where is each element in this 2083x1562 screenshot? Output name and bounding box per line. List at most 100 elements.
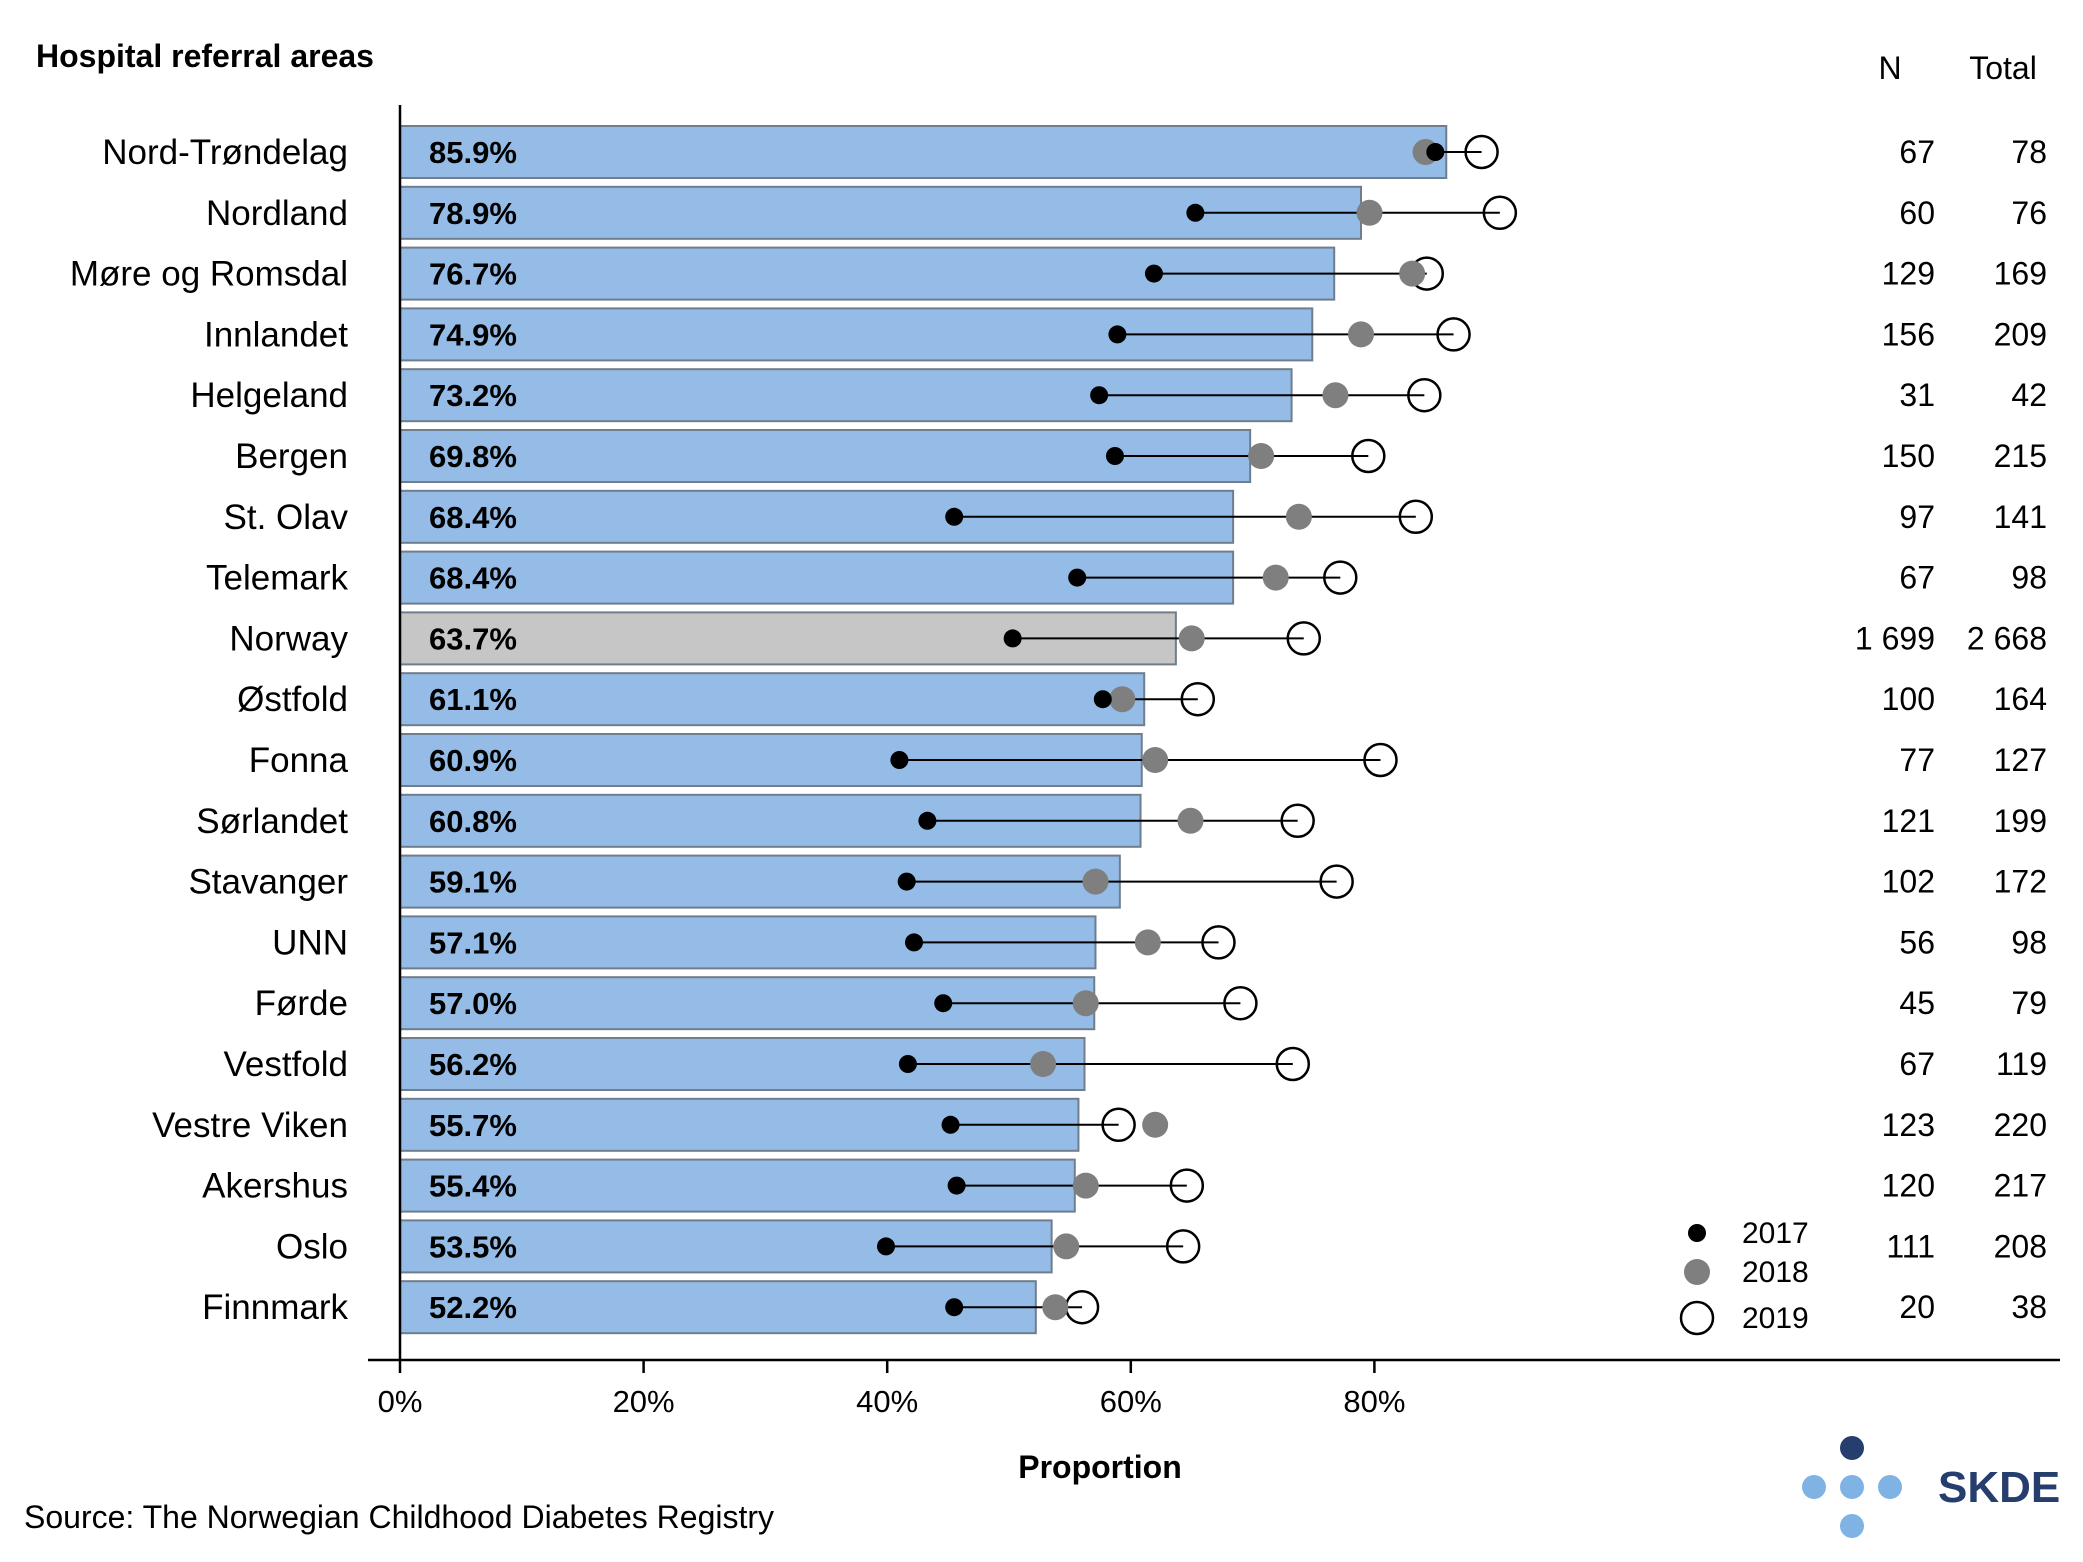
marker-2017 — [945, 1298, 964, 1317]
marker-2018 — [1053, 1233, 1080, 1260]
n-value: 56 — [1899, 924, 1935, 960]
marker-2018 — [1348, 321, 1375, 348]
n-value: 111 — [1886, 1228, 1935, 1264]
marker-2017 — [1108, 325, 1127, 344]
category-label: Stavanger — [188, 863, 348, 902]
total-value: 98 — [2011, 924, 2047, 960]
total-value: 164 — [1994, 681, 2047, 717]
bar-value-label: 76.7% — [429, 257, 517, 292]
bar-value-label: 55.4% — [429, 1169, 517, 1204]
n-value: 100 — [1882, 681, 1935, 717]
category-label: Vestre Viken — [152, 1106, 348, 1145]
legend-label-2018: 2018 — [1742, 1256, 1809, 1289]
x-tick-label: 80% — [1343, 1384, 1405, 1419]
marker-2019 — [1407, 377, 1442, 413]
category-label: Finnmark — [202, 1288, 348, 1327]
marker-2017 — [904, 933, 923, 952]
total-value: 78 — [2011, 134, 2047, 170]
bar-value-label: 52.2% — [429, 1290, 517, 1325]
marker-2017 — [897, 872, 916, 891]
marker-2018 — [1322, 382, 1349, 409]
logo-dot-left — [1802, 1475, 1826, 1499]
total-value: 208 — [1994, 1228, 2047, 1264]
bar-value-label: 60.9% — [429, 743, 517, 778]
marker-2017 — [1093, 690, 1112, 709]
marker-2019 — [1275, 1046, 1311, 1082]
category-label: Helgeland — [190, 376, 348, 415]
marker-2018 — [1042, 1294, 1069, 1321]
n-value: 121 — [1882, 803, 1935, 839]
marker-2017 — [1426, 143, 1445, 161]
marker-2019 — [1398, 499, 1434, 535]
category-label: Bergen — [235, 437, 348, 476]
bar-value-label: 68.4% — [429, 561, 517, 596]
bar-value-label: 56.2% — [429, 1047, 517, 1082]
marker-2018 — [1178, 625, 1205, 652]
bar-value-label: 59.1% — [429, 865, 517, 900]
total-value: 2 668 — [1967, 620, 2047, 656]
n-value: 67 — [1899, 1046, 1935, 1082]
marker-2019 — [1280, 803, 1315, 839]
bar — [399, 1280, 1037, 1335]
bar-value-label: 68.4% — [429, 500, 517, 535]
marker-2017 — [1105, 447, 1124, 465]
bar-value-label: 57.1% — [429, 925, 517, 960]
total-value: 169 — [1994, 256, 2047, 292]
marker-2019 — [1169, 1168, 1205, 1203]
category-label: Innlandet — [204, 315, 348, 354]
marker-2018 — [1134, 929, 1161, 956]
col-header-n: N — [1878, 50, 1901, 86]
col-header-total: Total — [1969, 50, 2037, 86]
marker-2019 — [1436, 317, 1471, 352]
marker-2017 — [898, 1055, 917, 1073]
n-value: 102 — [1882, 864, 1935, 900]
x-tick-label: 20% — [613, 1384, 675, 1419]
bar-value-label: 74.9% — [429, 317, 517, 352]
marker-2017 — [1068, 568, 1087, 587]
connector-lines-layer — [885, 151, 1500, 1309]
category-label: Nord-Trøndelag — [102, 133, 348, 172]
category-label: Norway — [229, 619, 348, 658]
skde-logo: SKDE — [1802, 1436, 2060, 1538]
category-label: Østfold — [237, 680, 348, 719]
legend-label-2017: 2017 — [1742, 1217, 1809, 1250]
category-label: Vestfold — [223, 1045, 348, 1084]
marker-2017 — [1186, 203, 1205, 222]
total-value: 217 — [1994, 1168, 2047, 1204]
marker-2017 — [941, 1115, 960, 1134]
marker-2018 — [1072, 1172, 1099, 1199]
bar-value-label: 60.8% — [429, 804, 517, 839]
total-value: 119 — [1996, 1046, 2047, 1082]
logo-dot-center — [1840, 1475, 1864, 1499]
legend-marker-2018 — [1684, 1259, 1710, 1285]
marker-2019 — [1201, 925, 1236, 960]
n-value: 150 — [1882, 438, 1935, 474]
year-dots-layer — [876, 134, 1518, 1325]
n-value: 1 699 — [1855, 620, 1935, 656]
n-value: 45 — [1899, 985, 1935, 1021]
marker-2019 — [1101, 1107, 1136, 1143]
x-tick-label: 0% — [378, 1384, 423, 1419]
n-value: 60 — [1899, 195, 1935, 231]
marker-2018 — [1072, 990, 1099, 1017]
n-value: 77 — [1899, 742, 1935, 778]
n-value: 67 — [1899, 560, 1935, 596]
category-label: Sørlandet — [196, 802, 348, 841]
total-value: 98 — [2011, 560, 2047, 596]
marker-2018 — [1142, 1111, 1169, 1138]
marker-2017 — [945, 507, 964, 526]
marker-2017 — [918, 811, 937, 830]
category-label: Førde — [255, 984, 348, 1023]
bar-value-label: 69.8% — [429, 439, 517, 474]
logo-dot-right — [1878, 1475, 1902, 1499]
marker-2017 — [1090, 386, 1109, 405]
category-label: Nordland — [206, 194, 348, 233]
total-value: 141 — [1994, 499, 2047, 535]
category-label: Møre og Romsdal — [70, 255, 348, 294]
marker-2019 — [1223, 985, 1258, 1021]
bar-value-label: 85.9% — [429, 135, 517, 170]
marker-2018 — [1399, 260, 1426, 287]
bar-value-label: 57.0% — [429, 986, 517, 1021]
legend: 2017 2018 2019 — [1679, 1217, 1809, 1336]
marker-2017 — [947, 1176, 966, 1195]
